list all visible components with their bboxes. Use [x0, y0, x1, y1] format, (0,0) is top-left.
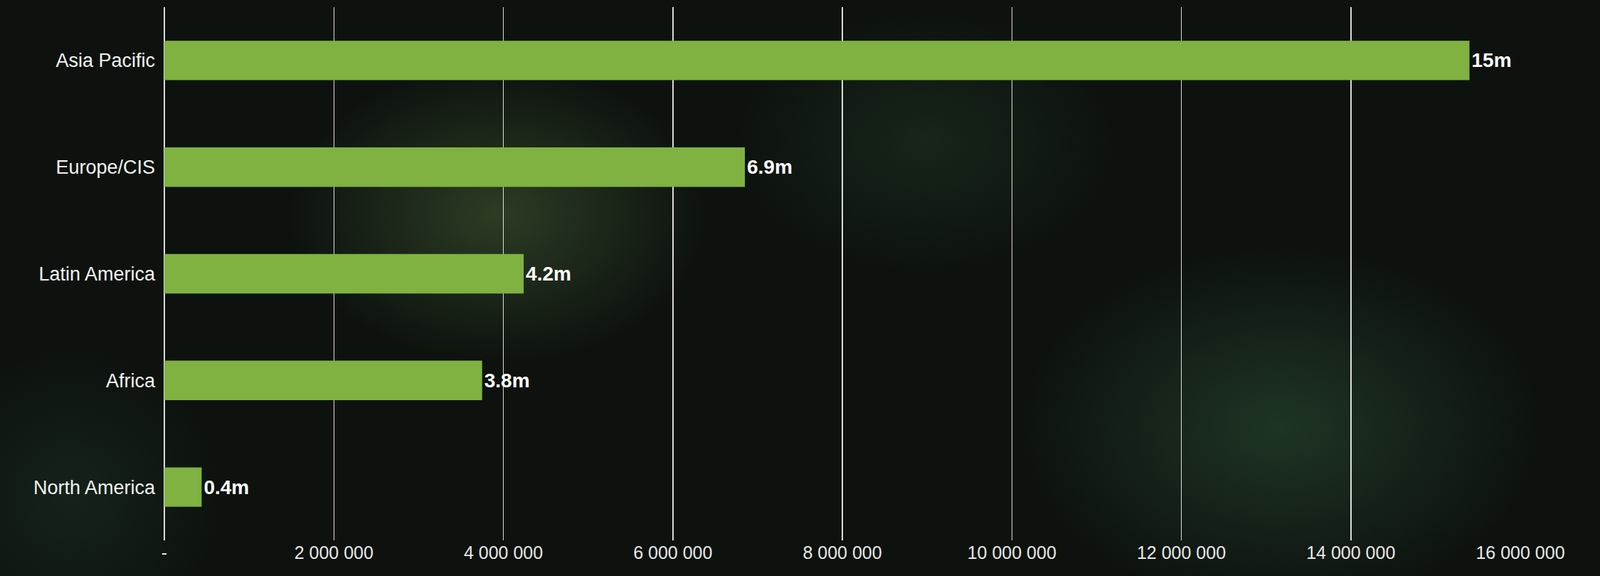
svg-text:2 000 000: 2 000 000: [294, 542, 374, 563]
svg-text:8 000 000: 8 000 000: [802, 542, 882, 563]
svg-text:6 000 000: 6 000 000: [633, 542, 713, 563]
svg-text:6.9m: 6.9m: [746, 155, 793, 178]
svg-text:16 000 000: 16 000 000: [1475, 542, 1565, 563]
svg-text:15m: 15m: [1471, 49, 1512, 72]
svg-text:Europe/CIS: Europe/CIS: [55, 156, 156, 178]
svg-text:10 000 000: 10 000 000: [967, 542, 1057, 563]
svg-text:14 000 000: 14 000 000: [1306, 542, 1396, 563]
svg-text:4 000 000: 4 000 000: [463, 542, 543, 563]
svg-text:0.4m: 0.4m: [203, 475, 249, 498]
svg-text:-: -: [161, 542, 168, 563]
svg-text:12 000 000: 12 000 000: [1136, 542, 1226, 563]
svg-text:3.8m: 3.8m: [484, 369, 531, 392]
svg-text:Africa: Africa: [106, 369, 156, 392]
svg-text:Asia Pacific: Asia Pacific: [55, 49, 156, 72]
svg-text:Latin America: Latin America: [38, 263, 156, 285]
svg-text:North America: North America: [33, 476, 156, 498]
svg-text:4.2m: 4.2m: [525, 262, 572, 285]
